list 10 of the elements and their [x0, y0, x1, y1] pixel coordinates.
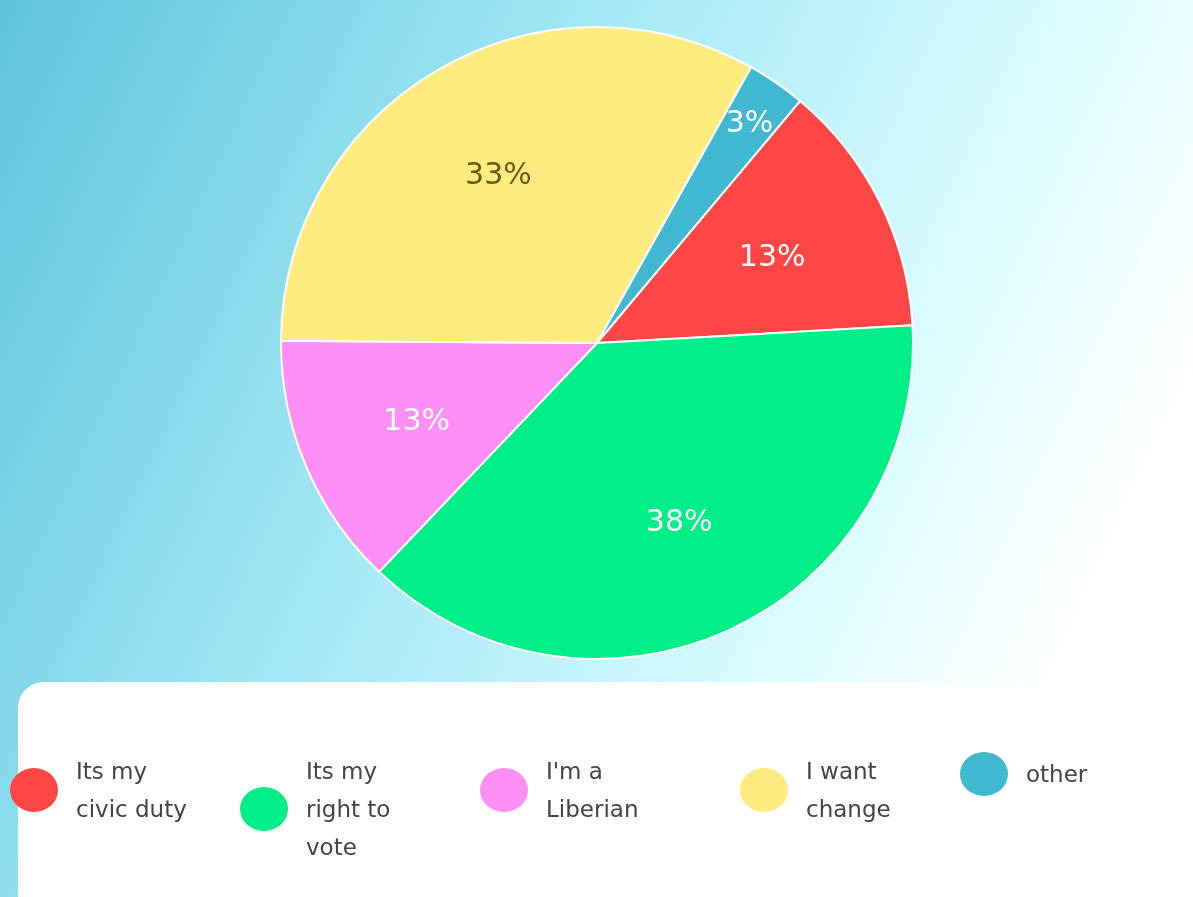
- legend-label: other: [1025, 760, 1089, 789]
- data-label: 33%: [465, 156, 532, 192]
- data-label: 13%: [738, 237, 806, 273]
- data-label: 13%: [383, 402, 450, 438]
- legend-label: I'm a Liberian: [545, 757, 640, 824]
- legend-label: I want change: [805, 757, 892, 824]
- data-label: 3%: [725, 104, 774, 140]
- legend-label: Its my right to vote: [305, 757, 392, 862]
- legend-label: Its my civic duty: [75, 757, 188, 824]
- data-label: 38%: [645, 503, 713, 539]
